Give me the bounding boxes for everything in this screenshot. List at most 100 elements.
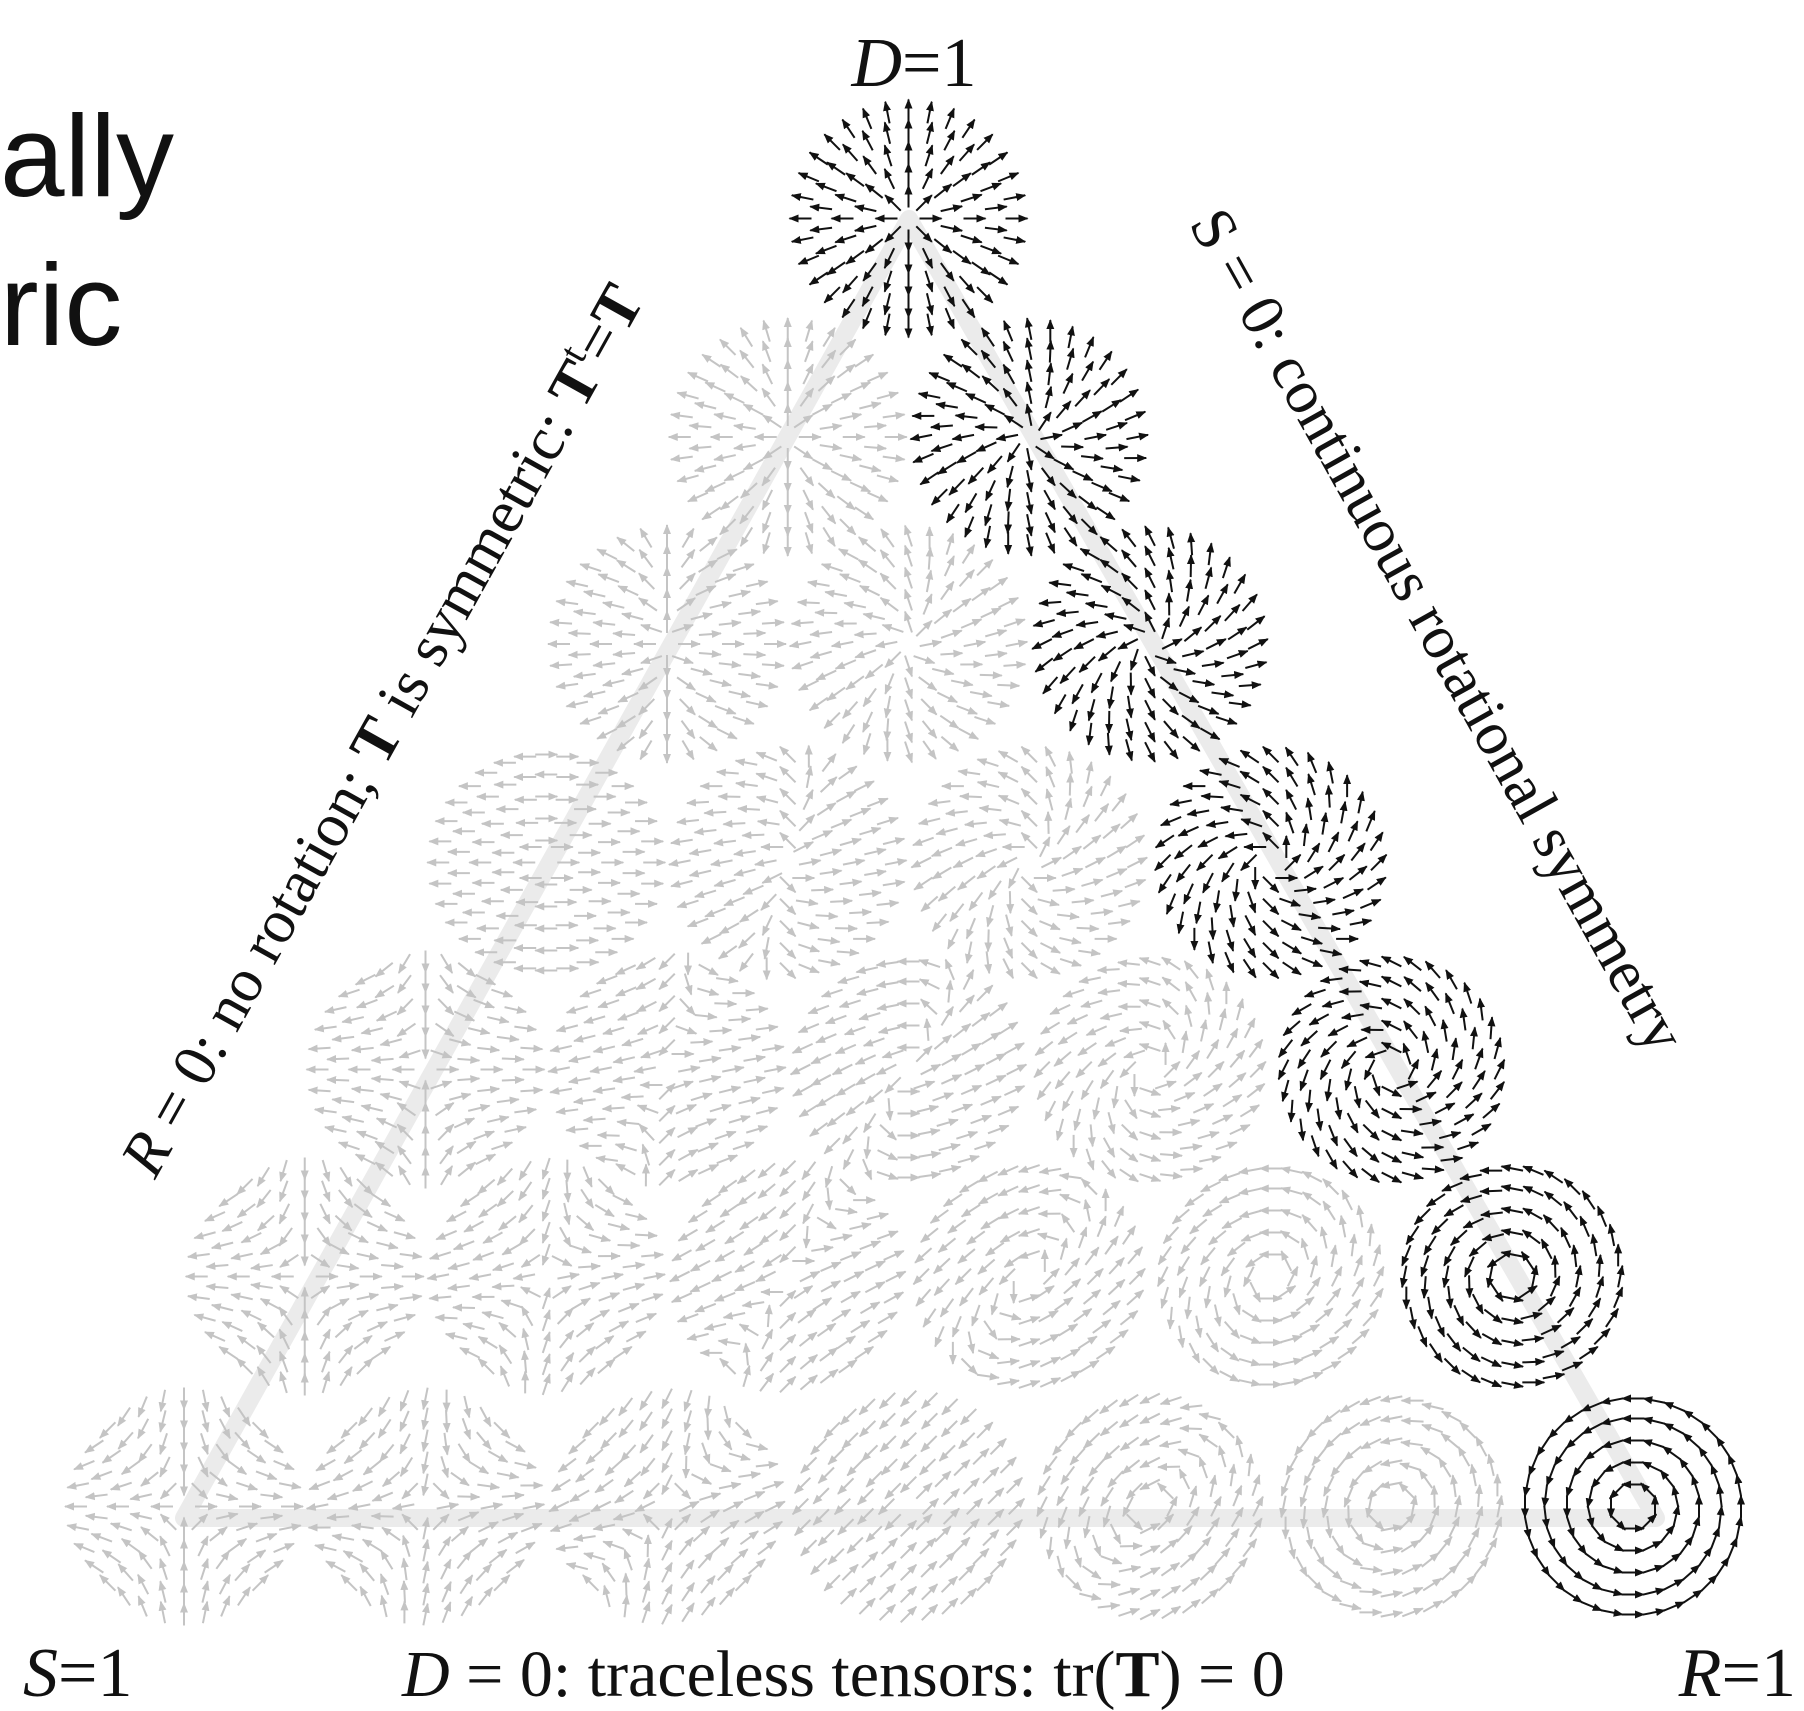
arrow [251, 1265, 273, 1268]
arrow [965, 823, 987, 825]
arrow [1327, 1079, 1330, 1101]
arrow [1404, 1021, 1417, 1038]
arrow [1111, 1524, 1121, 1544]
arrow [1576, 1266, 1580, 1288]
arrow [1358, 792, 1362, 814]
arrow [1234, 574, 1245, 593]
arrow [793, 842, 813, 852]
arrow [1281, 1336, 1302, 1342]
arrow [1643, 1589, 1664, 1594]
arrow [1699, 1447, 1711, 1465]
arrow [862, 131, 872, 150]
arrow [1161, 1563, 1179, 1576]
arrow [780, 1313, 796, 1329]
arrow [997, 1381, 1019, 1385]
arrow [818, 1530, 834, 1546]
arrow [977, 1422, 993, 1438]
arrow [961, 235, 982, 242]
arrow [977, 560, 993, 576]
arrow [1554, 1447, 1566, 1465]
arrow [1005, 1255, 1023, 1267]
arrow [1522, 1338, 1544, 1341]
arrow [1021, 747, 1037, 763]
edge-label-left: R = 0: no rotation; T is symmetric: Tt=T [102, 271, 657, 1188]
arrow [836, 791, 855, 802]
arrow [662, 1389, 672, 1409]
arrow [1109, 493, 1129, 501]
arrow [990, 1003, 1008, 1016]
arrow [988, 905, 994, 926]
arrow [919, 819, 940, 824]
arrow [712, 1538, 728, 1553]
arrow [1181, 1237, 1196, 1254]
arrow [359, 1408, 372, 1425]
arrow [1604, 1541, 1624, 1551]
arrow [476, 1564, 491, 1580]
arrow [560, 1227, 571, 1246]
arrow [1480, 1191, 1502, 1192]
arrow [1717, 1437, 1729, 1455]
arrow [644, 1559, 649, 1581]
arrow [805, 512, 813, 533]
arrow [810, 1123, 828, 1136]
arrow [1244, 959, 1256, 977]
arrow [502, 1495, 524, 1497]
arrow [989, 152, 1007, 164]
arrow [1311, 1256, 1317, 1277]
arrow [800, 1332, 817, 1346]
arrow [327, 1058, 349, 1059]
arrow [639, 550, 652, 568]
arrow [1523, 1166, 1543, 1174]
arrow [201, 1559, 208, 1580]
arrow [997, 1361, 1019, 1364]
arrow [1737, 1475, 1741, 1497]
arrow [447, 1211, 466, 1221]
arrow [843, 144, 858, 160]
arrow [1219, 1173, 1240, 1180]
arrow [662, 1431, 672, 1451]
arrow [885, 673, 893, 693]
arrow [702, 1443, 709, 1464]
arrow [1501, 1166, 1523, 1170]
arrow [329, 1299, 348, 1309]
arrow [1447, 1334, 1460, 1352]
arrow [984, 834, 1006, 836]
arrow [979, 1193, 998, 1204]
arrow [161, 1602, 165, 1624]
arrow [1006, 915, 1012, 936]
arrow [1332, 1245, 1336, 1267]
arrow [699, 633, 721, 635]
arrow [836, 1045, 856, 1054]
arrow [1212, 917, 1213, 939]
arrow [1286, 1456, 1297, 1475]
arrow [201, 1433, 208, 1454]
arrow [363, 1540, 382, 1552]
arrow [1068, 1015, 1088, 1024]
arrow [941, 1299, 954, 1317]
arrow [1074, 1309, 1092, 1322]
arrow [856, 967, 877, 972]
arrow [1381, 1592, 1403, 1596]
arrow [817, 803, 835, 815]
arrow [1003, 664, 1025, 666]
arrow [905, 612, 912, 633]
arrow [1106, 423, 1127, 430]
arrow [423, 1562, 427, 1584]
arrow [228, 1539, 246, 1552]
arrow [1056, 1072, 1070, 1089]
arrow [523, 1329, 528, 1350]
arrow [901, 1477, 917, 1493]
arrow [231, 1254, 253, 1259]
arrow [746, 1444, 767, 1449]
arrow [1329, 855, 1345, 871]
arrow [1329, 762, 1333, 784]
arrow [662, 1409, 672, 1429]
arrow [961, 195, 982, 202]
arrow [220, 1575, 230, 1594]
arrow [946, 109, 954, 129]
arrow [799, 860, 821, 864]
arrow [138, 1419, 148, 1438]
arrow [1684, 1590, 1702, 1602]
arrow [851, 1321, 870, 1333]
arrow [1711, 1465, 1719, 1486]
